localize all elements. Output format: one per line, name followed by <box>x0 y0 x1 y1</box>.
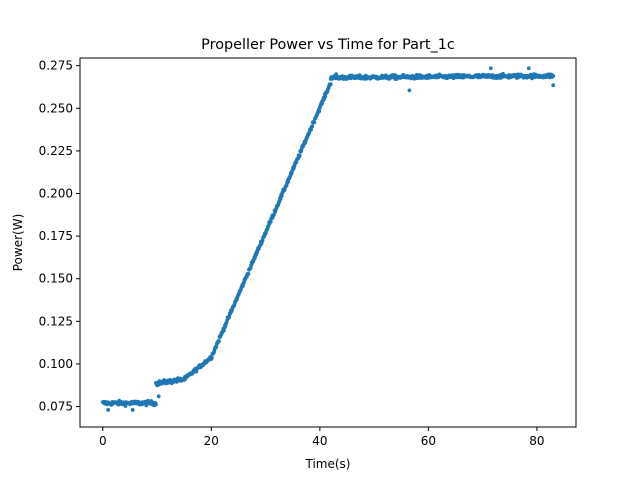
data-point <box>309 127 313 132</box>
data-point <box>312 120 317 125</box>
data-point <box>130 408 135 412</box>
x-tick-label: 0 <box>99 434 107 448</box>
y-axis-ticks: 0.075 0.100 0.125 0.150 0.175 0.200 0.225 0.250… <box>39 59 80 414</box>
data-point <box>217 339 221 344</box>
y-tick-label: 0.100 <box>39 357 73 371</box>
x-tick-label: 20 <box>204 434 219 448</box>
data-point <box>154 402 158 407</box>
data-point <box>407 88 412 93</box>
data-point <box>194 369 199 374</box>
y-tick-label: 0.175 <box>39 229 73 243</box>
chart-title: Propeller Power vs Time for Part_1c <box>201 37 455 53</box>
y-tick-label: 0.275 <box>39 59 73 73</box>
y-tick-label: 0.150 <box>39 272 73 286</box>
data-point <box>246 272 251 276</box>
data-point <box>268 219 273 224</box>
data-point <box>328 82 333 87</box>
data-point <box>297 153 302 158</box>
data-point <box>209 355 214 360</box>
data-point <box>526 66 531 71</box>
data-point <box>551 73 556 78</box>
data-point <box>551 83 556 88</box>
data-point <box>156 394 161 399</box>
x-tick-label: 80 <box>529 434 544 448</box>
x-axis-ticks: 0 20 40 60 80 <box>99 427 545 448</box>
data-point <box>214 345 219 350</box>
data-point <box>106 408 111 412</box>
data-point <box>317 109 322 114</box>
y-tick-label: 0.250 <box>39 101 73 115</box>
y-axis-label: Power(W) <box>11 214 25 272</box>
data-point <box>323 94 328 99</box>
data-point <box>488 66 493 71</box>
x-tick-label: 60 <box>421 434 436 448</box>
data-point <box>310 124 315 129</box>
x-axis-label: Time(s) <box>305 457 351 471</box>
data-points <box>100 66 556 412</box>
data-point <box>278 197 283 202</box>
data-point <box>334 72 339 77</box>
data-point <box>286 179 291 184</box>
data-point <box>248 266 253 271</box>
plot-frame <box>79 57 577 428</box>
y-tick-label: 0.125 <box>39 314 73 328</box>
data-point <box>253 256 257 260</box>
y-tick-label: 0.200 <box>39 186 73 200</box>
x-tick-label: 40 <box>312 434 327 448</box>
data-point <box>320 101 324 106</box>
y-tick-label: 0.075 <box>39 400 73 414</box>
y-tick-label: 0.225 <box>39 144 73 158</box>
